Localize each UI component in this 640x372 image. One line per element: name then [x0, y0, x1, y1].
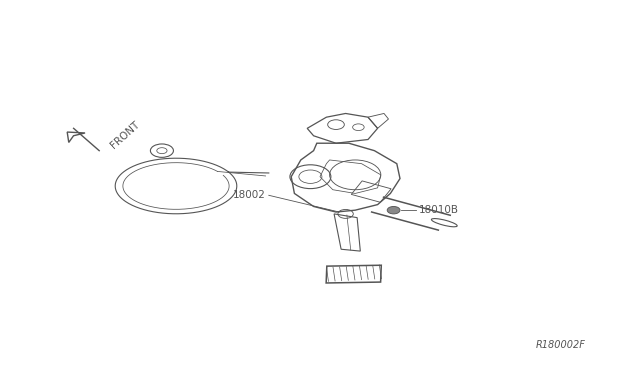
Circle shape	[387, 206, 400, 214]
Text: 18010B: 18010B	[419, 205, 460, 215]
Text: 18002: 18002	[233, 190, 266, 200]
Text: R180002F: R180002F	[536, 340, 586, 350]
Text: FRONT: FRONT	[109, 120, 141, 151]
